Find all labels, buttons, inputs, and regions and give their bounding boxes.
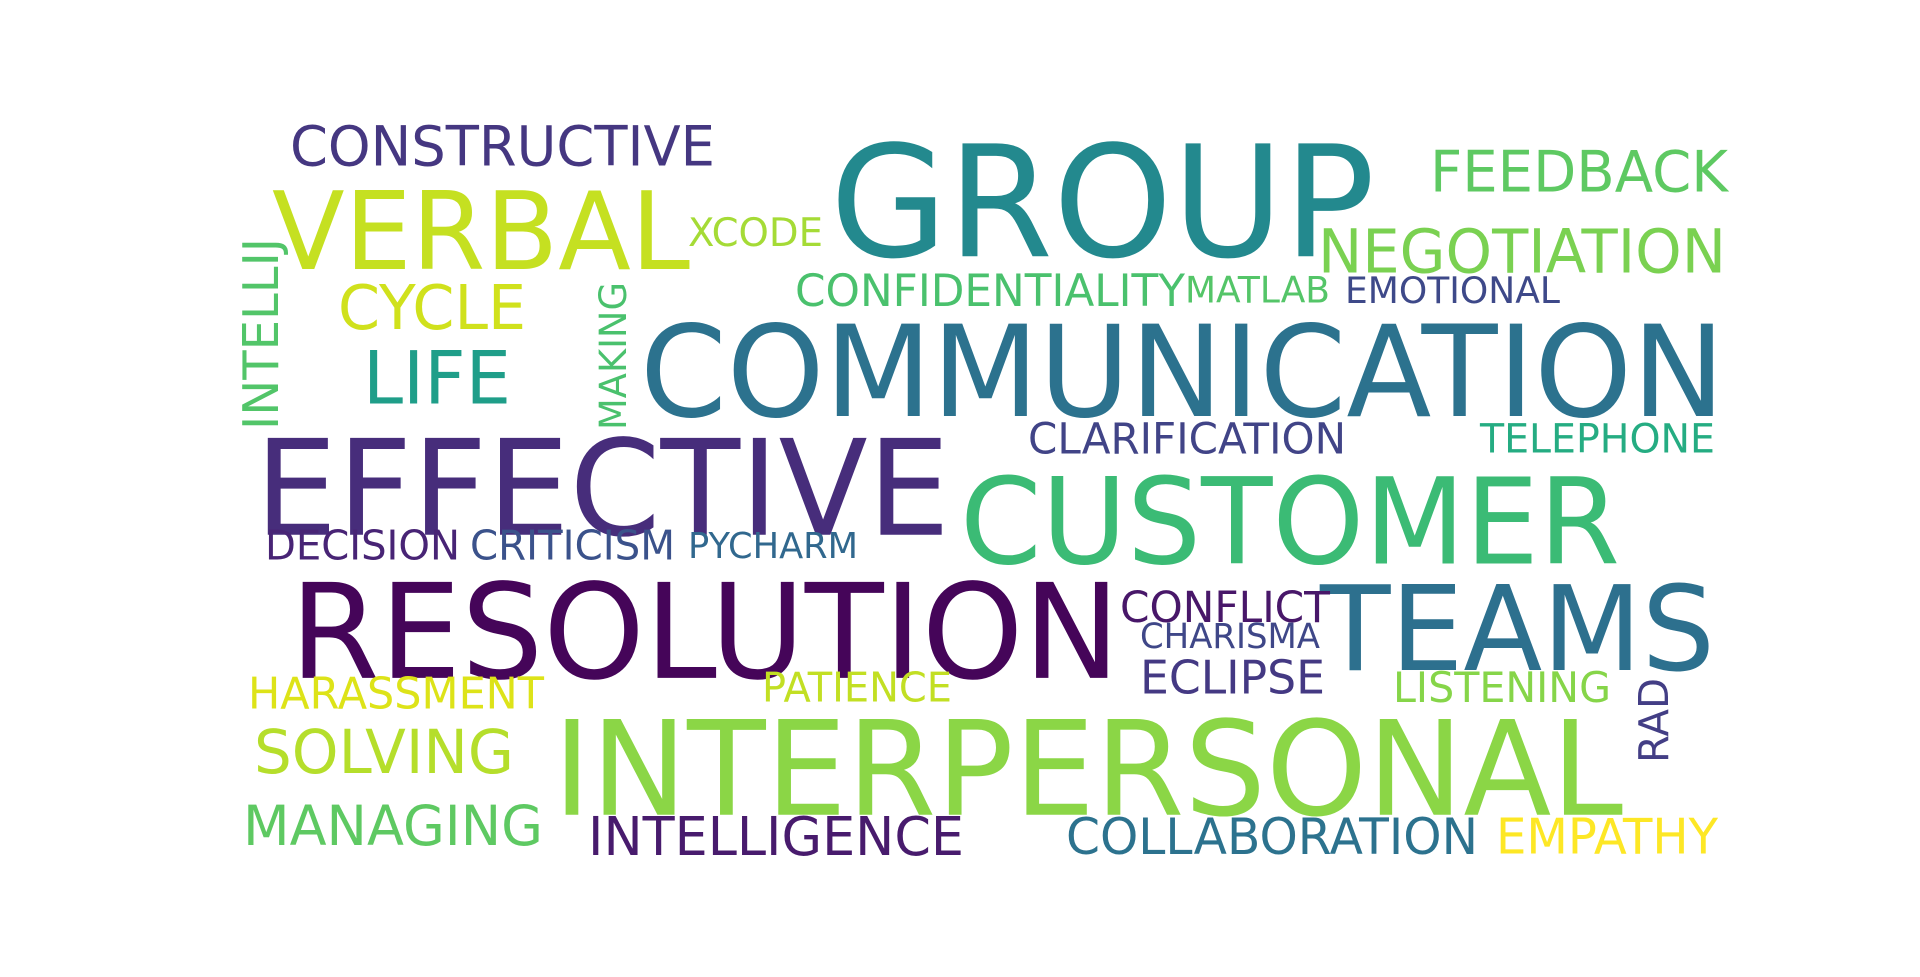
word-collaboration: COLLABORATION bbox=[1066, 808, 1478, 866]
word-confidentiality: CONFIDENTIALITY bbox=[795, 265, 1186, 317]
word-teams: TEAMS bbox=[1319, 561, 1715, 698]
word-patience: PATIENCE bbox=[762, 664, 952, 712]
word-communication: COMMUNICATION bbox=[640, 298, 1725, 446]
word-verbal: VERBAL bbox=[272, 168, 690, 295]
word-managing: MANAGING bbox=[243, 794, 543, 858]
word-criticism: CRITICISM bbox=[470, 521, 675, 569]
word-feedback: FEEDBACK bbox=[1430, 140, 1729, 206]
word-telephone: TELEPHONE bbox=[1479, 416, 1715, 463]
word-harassment: HARASSMENT bbox=[248, 668, 544, 719]
word-cycle: CYCLE bbox=[338, 273, 526, 344]
word-clarification: CLARIFICATION bbox=[1028, 414, 1346, 464]
word-life: LIFE bbox=[363, 336, 511, 421]
word-interpersonal: INTERPERSONAL bbox=[553, 693, 1623, 846]
word-listening: LISTENING bbox=[1393, 663, 1611, 712]
word-eclipse: ECLIPSE bbox=[1140, 650, 1325, 704]
word-customer: CUSTOMER bbox=[960, 453, 1620, 592]
word-resolution: RESOLUTION bbox=[290, 557, 1120, 710]
word-emotional: EMOTIONAL bbox=[1345, 269, 1560, 312]
word-effective: EFFECTIVE bbox=[255, 413, 950, 567]
word-intelligence: INTELLIGENCE bbox=[588, 805, 964, 868]
word-rad: RAD bbox=[1630, 678, 1678, 763]
word-negotiation: NEGOTIATION bbox=[1318, 218, 1726, 288]
word-decision: DECISION bbox=[265, 522, 460, 570]
word-matlab: MATLAB bbox=[1185, 269, 1330, 312]
word-pycharm: PYCHARM bbox=[688, 526, 858, 567]
word-solving: SOLVING bbox=[254, 718, 514, 788]
word-charisma: CHARISMA bbox=[1140, 617, 1320, 657]
word-intellij: INTELLIJ bbox=[232, 238, 290, 430]
word-constructive: CONSTRUCTIVE bbox=[290, 115, 715, 179]
word-xcode: XCODE bbox=[688, 211, 823, 256]
word-empathy: EMPATHY bbox=[1496, 808, 1719, 866]
word-making: MAKING bbox=[591, 282, 635, 430]
word-group: GROUP bbox=[830, 112, 1375, 293]
word-conflict: CONFLICT bbox=[1120, 583, 1331, 633]
